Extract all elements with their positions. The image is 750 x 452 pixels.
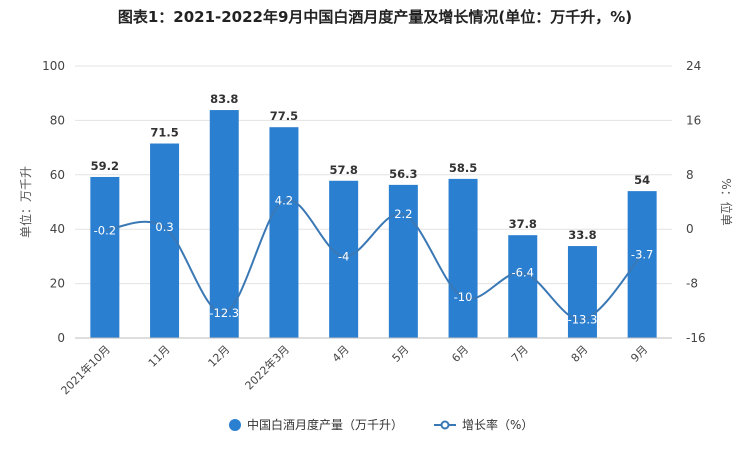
- legend-label-line: 增长率（%）: [462, 417, 533, 432]
- x-tick-label: 8月: [569, 343, 591, 365]
- y-tick-label: 0: [57, 331, 65, 345]
- bar: [269, 127, 299, 338]
- bar-data-label: 57.8: [329, 163, 357, 177]
- line-data-label: -13.3: [568, 313, 598, 327]
- legend-label-bar: 中国白酒月度产量（万千升）: [247, 417, 403, 432]
- y2-tick-label: 0: [686, 222, 694, 236]
- line-data-label: -0.2: [94, 224, 116, 238]
- bar: [508, 235, 538, 338]
- y-tick-label: 60: [50, 168, 65, 182]
- line-data-label: 0.3: [155, 220, 173, 234]
- x-tick-label: 2022年3月: [242, 342, 292, 392]
- legend-marker-bar: [229, 419, 241, 431]
- bar-data-label: 71.5: [150, 126, 178, 140]
- line-data-label: -4: [338, 249, 349, 263]
- x-tick-label: 6月: [449, 343, 471, 365]
- bar: [209, 110, 239, 339]
- bar-data-label: 33.8: [568, 228, 596, 242]
- line-data-label: -12.3: [209, 306, 239, 320]
- x-tick-label: 11月: [146, 343, 173, 370]
- y2-tick-label: 16: [686, 113, 701, 127]
- y-tick-label: 20: [50, 277, 65, 291]
- y2-tick-label: -8: [686, 277, 698, 291]
- line-data-label: 4.2: [275, 194, 293, 208]
- y-tick-label: 80: [50, 113, 65, 127]
- bar: [150, 143, 180, 338]
- x-tick-label: 2021年10月: [58, 342, 113, 397]
- bar-data-label: 54: [634, 173, 650, 187]
- bar-data-label: 83.8: [210, 92, 238, 106]
- bar-data-label: 58.5: [449, 161, 477, 175]
- legend-marker-line-dot: [440, 420, 450, 430]
- bar: [627, 191, 657, 338]
- x-tick-label: 7月: [509, 343, 531, 365]
- line-data-label: -10: [454, 290, 473, 304]
- line-data-label: 2.2: [394, 207, 412, 221]
- y2-tick-label: 8: [686, 168, 694, 182]
- y2-tick-label: 24: [686, 59, 701, 73]
- bar-data-label: 77.5: [270, 109, 298, 123]
- x-tick-label: 12月: [206, 343, 233, 370]
- bar: [448, 178, 478, 338]
- y-tick-label: 100: [42, 59, 65, 73]
- bar: [329, 180, 359, 338]
- y2-tick-label: -16: [686, 331, 706, 345]
- bar-data-label: 59.2: [91, 159, 119, 173]
- y2-axis-title: %：位单: [719, 178, 734, 225]
- x-tick-label: 4月: [330, 343, 352, 365]
- x-tick-label: 9月: [628, 343, 650, 365]
- x-tick-label: 5月: [390, 343, 412, 365]
- y-tick-label: 40: [50, 222, 65, 236]
- bar-data-label: 56.3: [389, 167, 417, 181]
- bar: [388, 184, 418, 338]
- bar: [90, 176, 120, 338]
- bar: [567, 246, 597, 338]
- growth-rate-line: [104, 198, 643, 321]
- line-data-label: -6.4: [512, 266, 534, 280]
- chart-title: 图表1：2021-2022年9月中国白酒月度产量及增长情况(单位：万千升，%): [117, 8, 633, 26]
- bar-data-label: 37.8: [509, 217, 537, 231]
- line-data-label: -3.7: [631, 247, 653, 261]
- y-axis-title: 单位：万千升: [18, 166, 33, 238]
